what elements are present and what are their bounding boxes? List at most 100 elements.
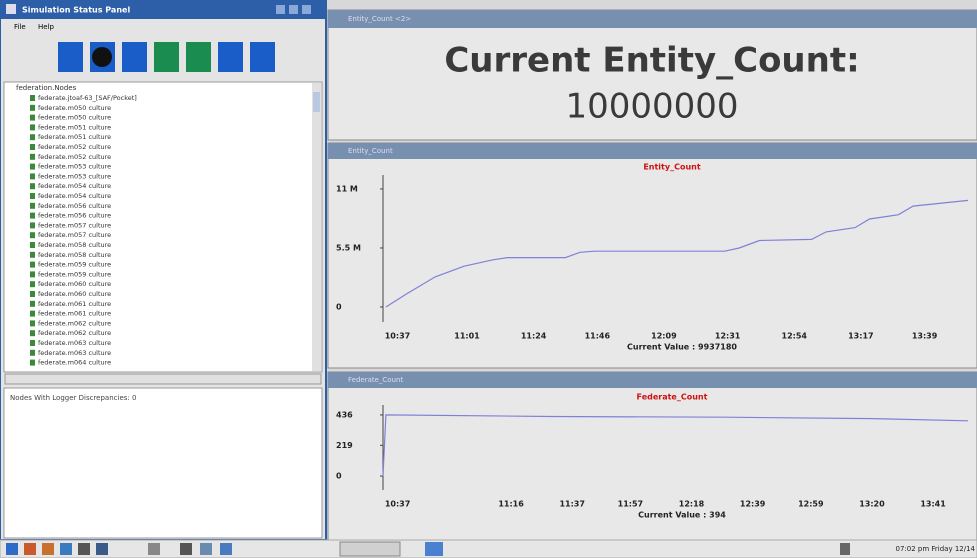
tool-button[interactable] — [58, 42, 83, 72]
node-icon — [30, 114, 35, 121]
icon[interactable] — [6, 543, 18, 555]
horizontal-scrollbar[interactable] — [4, 373, 322, 385]
menu-file[interactable]: File — [14, 23, 26, 31]
heading: Current Entity_Count: — [444, 41, 859, 81]
y-tick-label: 5.5 M — [336, 243, 361, 252]
x-tick-label: 11:24 — [521, 332, 547, 341]
workspace-switcher[interactable] — [339, 541, 401, 557]
node-icon — [30, 173, 35, 180]
tree-item[interactable]: federate.jtoaf-63_[SAF/Pocket] — [38, 94, 137, 102]
node-icon — [30, 153, 35, 160]
icon[interactable] — [24, 543, 36, 555]
tool-button[interactable] — [122, 42, 147, 72]
node-icon — [30, 251, 35, 258]
icon[interactable] — [220, 543, 232, 555]
x-tick-label: 11:16 — [498, 500, 524, 509]
node-icon — [30, 340, 35, 346]
x-tick-label: 10:37 — [385, 332, 410, 341]
node-icon — [30, 359, 35, 366]
x-tick-label: 12:54 — [782, 332, 808, 341]
tree-item[interactable]: federate.m063 culture — [38, 349, 111, 357]
tree-item[interactable]: federate.m054 culture — [38, 192, 111, 200]
tree-item[interactable]: federate.m062 culture — [38, 329, 111, 337]
node-icon — [30, 320, 35, 327]
tree-item[interactable]: federate.m063 culture — [38, 339, 111, 347]
tree-item[interactable]: federate.m051 culture — [38, 133, 111, 141]
title-bar — [328, 10, 977, 28]
node-icon — [30, 222, 35, 229]
node-icon — [30, 281, 35, 288]
tree-root[interactable]: federation.Nodes — [16, 84, 77, 92]
x-tick-label: 12:09 — [651, 332, 677, 341]
menu-help[interactable]: Help — [38, 23, 55, 31]
icon[interactable] — [42, 543, 54, 555]
tree-item[interactable]: federate.m059 culture — [38, 261, 111, 269]
panel-title: Simulation Status Panel — [22, 6, 130, 15]
node-icon — [30, 95, 35, 101]
icon[interactable] — [96, 543, 108, 555]
y-tick-label: 0 — [336, 471, 342, 480]
x-tick-label: 13:41 — [920, 500, 946, 509]
tree-item[interactable]: federate.m053 culture — [38, 163, 111, 171]
tool-button[interactable] — [154, 42, 179, 72]
node-icon — [30, 212, 35, 219]
close-button[interactable] — [302, 5, 311, 14]
x-tick-label: 12:31 — [715, 332, 741, 341]
maximize-button[interactable] — [289, 5, 298, 14]
tree-item[interactable]: federate.m061 culture — [38, 300, 111, 308]
icon[interactable] — [180, 543, 192, 555]
tree-item[interactable]: federate.m057 culture — [38, 221, 111, 229]
node-icon — [30, 232, 35, 239]
x-tick-label: 13:20 — [859, 500, 885, 509]
status-text: Nodes With Logger Discrepancies: 0 — [10, 394, 136, 402]
x-tick-label: 12:59 — [798, 500, 824, 509]
icon[interactable] — [60, 543, 72, 555]
task-button[interactable] — [425, 542, 443, 556]
node-icon — [30, 271, 35, 278]
title-bar — [328, 372, 977, 388]
node-icon — [30, 300, 35, 307]
node-icon — [30, 124, 35, 131]
tree-item[interactable]: federate.m064 culture — [38, 359, 111, 367]
tree-item[interactable]: federate.m060 culture — [38, 290, 111, 298]
tool-button[interactable] — [250, 42, 275, 72]
launcher-icons — [6, 541, 850, 557]
tree-item[interactable]: federate.m050 culture — [38, 104, 111, 112]
charts: Entity_Count Entity_Count 0 5.5 M 11 M 10:37 1… — [327, 142, 977, 541]
tree-item[interactable]: federate.m058 culture — [38, 251, 111, 259]
icon[interactable] — [78, 543, 90, 555]
tree-item[interactable]: federate.m056 culture — [38, 212, 111, 220]
icon[interactable] — [148, 543, 160, 555]
tree-item[interactable]: federate.m056 culture — [38, 202, 111, 210]
node-icon — [30, 104, 35, 111]
x-tick-label: 11:37 — [559, 500, 584, 509]
tree-item[interactable]: federate.m059 culture — [38, 270, 111, 278]
scroll-thumb[interactable] — [313, 92, 320, 112]
toolbar — [58, 42, 275, 72]
tree-item[interactable]: federate.m062 culture — [38, 319, 111, 327]
tool-button[interactable] — [186, 42, 211, 72]
tool-button[interactable] — [218, 42, 243, 72]
clock: 07:02 pm Friday 12/14 — [896, 545, 976, 553]
title-bar — [328, 143, 977, 159]
tree-item[interactable]: federate.m061 culture — [38, 310, 111, 318]
current-value: Current Value : 9937180 — [627, 343, 737, 352]
vertical-scrollbar[interactable] — [312, 83, 321, 371]
tree-item[interactable]: federate.m057 culture — [38, 231, 111, 239]
tree-item[interactable]: federate.m060 culture — [38, 280, 111, 288]
tree-item[interactable]: federate.m052 culture — [38, 153, 111, 161]
tree-item[interactable]: federate.m051 culture — [38, 123, 111, 131]
current-value: 10000000 — [565, 87, 738, 127]
minimize-button[interactable] — [276, 5, 285, 14]
tree-item[interactable]: federate.m052 culture — [38, 143, 111, 151]
window-icon — [6, 4, 16, 14]
tree-item[interactable]: federate.m053 culture — [38, 172, 111, 180]
display-window — [327, 9, 977, 141]
tree-item[interactable]: federate.m050 culture — [38, 114, 111, 122]
lock-icon[interactable] — [840, 543, 850, 555]
tree-item[interactable]: federate.m054 culture — [38, 182, 111, 190]
x-tick-label: 12:39 — [740, 500, 766, 509]
tree-item[interactable]: federate.m058 culture — [38, 241, 111, 249]
node-icon — [30, 291, 35, 297]
icon[interactable] — [200, 543, 212, 555]
